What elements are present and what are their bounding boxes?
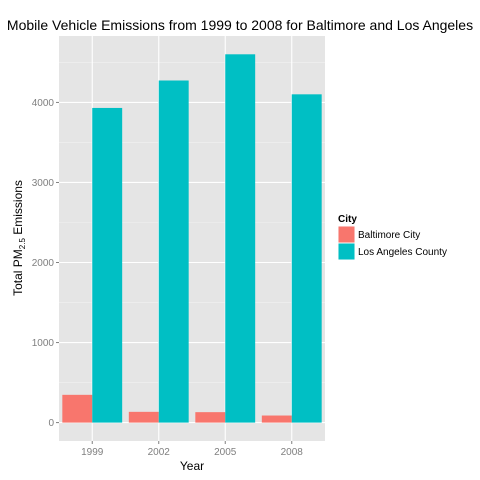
legend-label-los-angeles-county: Los Angeles County: [358, 247, 447, 258]
x-axis: 1999 2002 2005 2008: [81, 441, 303, 458]
legend-title: City: [338, 214, 357, 225]
x-tick-label: 2002: [148, 447, 171, 458]
y-axis-title: Total PM2.5 Emissions: [11, 180, 27, 296]
y-tick-label: 1000: [32, 338, 55, 349]
bar-baltimore-city-2005: [195, 412, 226, 423]
y-tick-label: 3000: [32, 178, 55, 189]
legend-label-baltimore-city: Baltimore City: [358, 230, 420, 241]
x-tick-label: 2005: [214, 447, 237, 458]
y-axis-title-subscript: 2.5: [18, 238, 27, 250]
x-tick-label: 1999: [81, 447, 104, 458]
bar-baltimore-city-2002: [128, 411, 159, 423]
y-tick-label: 0: [48, 418, 54, 429]
bars-layer: [62, 54, 322, 423]
legend: City Baltimore City Los Angeles County: [337, 214, 447, 261]
y-tick-label: 2000: [32, 258, 55, 269]
y-axis-title-suffix: Emissions: [11, 180, 25, 238]
y-tick-label: 4000: [32, 98, 55, 109]
x-tick-label: 2008: [281, 447, 304, 458]
bar-los-angeles-county-2002: [158, 80, 189, 423]
bar-los-angeles-county-1999: [92, 107, 123, 423]
x-axis-title: Year: [180, 459, 204, 473]
chart-title: Mobile Vehicle Emissions from 1999 to 20…: [7, 17, 473, 33]
y-axis: 0 1000 2000 3000 4000: [32, 98, 59, 429]
legend-key-swatch: [338, 226, 355, 243]
legend-key-swatch: [338, 243, 355, 260]
bar-los-angeles-county-2008: [291, 94, 322, 423]
bar-baltimore-city-2008: [261, 415, 292, 423]
bar-los-angeles-county-2005: [225, 54, 256, 423]
bar-baltimore-city-1999: [62, 394, 93, 423]
y-axis-title-prefix: Total PM: [11, 249, 25, 296]
